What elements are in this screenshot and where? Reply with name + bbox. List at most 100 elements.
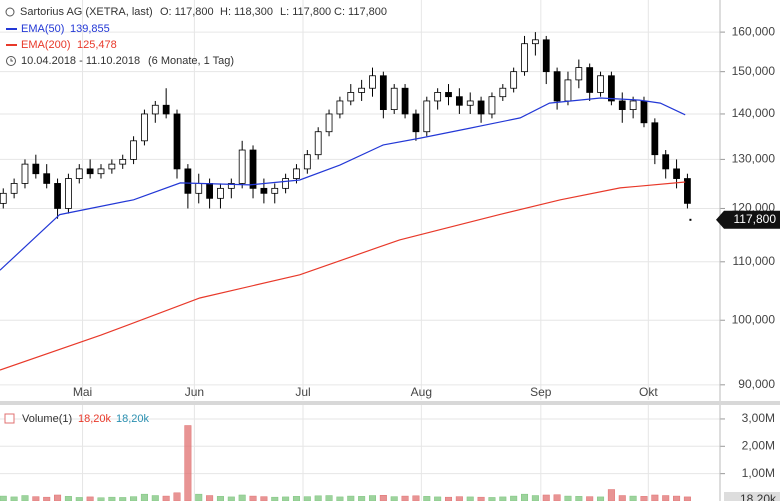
volume-value: 18,20k bbox=[116, 413, 150, 425]
x-tick-label: Aug bbox=[411, 385, 432, 399]
volume-label: Volume(1) bbox=[22, 413, 72, 425]
y-tick-label: 100,000 bbox=[732, 312, 776, 326]
candle-body bbox=[369, 75, 376, 89]
candle-body bbox=[651, 122, 659, 156]
candle-body bbox=[75, 168, 83, 179]
ema-line bbox=[0, 181, 686, 371]
volume-bar bbox=[151, 495, 159, 501]
candle-body bbox=[54, 183, 61, 209]
volume-bar bbox=[510, 495, 518, 501]
volume-bar bbox=[553, 494, 561, 501]
volume-bar bbox=[173, 492, 181, 501]
candle-body bbox=[151, 104, 159, 115]
volume-bar bbox=[238, 494, 246, 501]
candle-body bbox=[293, 168, 300, 179]
clock-hands bbox=[10, 58, 13, 62]
volume-bar bbox=[368, 495, 376, 501]
volume-tag bbox=[724, 492, 780, 501]
x-tick-label: Mai bbox=[73, 385, 92, 399]
x-tick-label: Jun bbox=[185, 385, 204, 399]
candle-body bbox=[162, 104, 170, 115]
candle-body bbox=[184, 168, 192, 194]
candle-body bbox=[542, 39, 550, 73]
volume-bar bbox=[662, 495, 670, 501]
volume-bar bbox=[640, 496, 648, 501]
candle-body bbox=[531, 39, 539, 45]
candle-body bbox=[618, 100, 626, 110]
panel-separator bbox=[0, 401, 780, 405]
candle-body bbox=[640, 100, 648, 124]
volume-bar bbox=[444, 496, 453, 501]
volume-bar bbox=[564, 495, 572, 501]
x-tick-label: Okt bbox=[639, 385, 658, 399]
volume-bar bbox=[260, 496, 268, 501]
legend-label: EMA(200) bbox=[21, 39, 71, 51]
candle-body bbox=[553, 71, 561, 102]
candle-body bbox=[466, 100, 474, 106]
candle-body bbox=[477, 100, 485, 115]
volume-bar bbox=[184, 425, 192, 501]
y-tick-label: 130,000 bbox=[732, 152, 776, 166]
volume-bar bbox=[86, 496, 94, 501]
volume-bar bbox=[477, 496, 485, 501]
candle-body bbox=[379, 75, 387, 110]
volume-bar bbox=[434, 496, 442, 501]
volume-bar bbox=[542, 494, 550, 501]
volume-bar bbox=[292, 496, 300, 501]
candle-body bbox=[119, 158, 127, 165]
price-tag-label: 117,800 bbox=[734, 212, 777, 226]
candle-body bbox=[521, 43, 528, 73]
volume-bar bbox=[0, 495, 7, 501]
candle-body bbox=[390, 87, 398, 110]
candle-body bbox=[282, 178, 289, 189]
volume-bar bbox=[347, 495, 355, 501]
volume-bar bbox=[401, 495, 409, 501]
volume-bar bbox=[271, 496, 279, 501]
candle-body bbox=[271, 187, 279, 194]
volume-bar bbox=[618, 495, 626, 501]
legend-label: EMA(50) bbox=[21, 23, 64, 35]
volume-bar bbox=[108, 496, 116, 501]
candle-body bbox=[336, 100, 344, 115]
volume-value: 18,20k bbox=[78, 413, 112, 425]
candle-body bbox=[564, 79, 572, 102]
candle-body bbox=[347, 92, 355, 102]
volume-bar bbox=[54, 494, 62, 501]
volume-bar bbox=[227, 496, 235, 501]
volume-bar bbox=[282, 496, 290, 501]
candle-body bbox=[217, 187, 224, 199]
marks: 117,800 18,20k bbox=[0, 32, 780, 501]
candle-body bbox=[260, 187, 268, 194]
ohlc-high: H: 118,300 bbox=[220, 6, 273, 18]
candle-body bbox=[510, 71, 518, 89]
ohlc-open: O: 117,800 bbox=[160, 6, 214, 18]
y-tick-label: 150,000 bbox=[732, 64, 776, 78]
candle-body bbox=[488, 96, 496, 115]
candle-body bbox=[32, 163, 40, 175]
volume-bar bbox=[249, 495, 257, 501]
volume-tag-label: 18,20k bbox=[740, 492, 777, 501]
volume-bar bbox=[455, 496, 463, 501]
volume-bar bbox=[75, 497, 83, 501]
volume-bar bbox=[314, 495, 322, 501]
volume-bar bbox=[629, 495, 637, 501]
candle-body bbox=[673, 168, 680, 179]
volume-bar bbox=[303, 496, 311, 501]
candle-body bbox=[445, 92, 452, 98]
volume-bar bbox=[119, 497, 127, 501]
candle-body bbox=[412, 113, 420, 133]
price-tag bbox=[716, 210, 780, 229]
y-tick-label: 160,000 bbox=[732, 24, 776, 38]
volume-bar bbox=[140, 493, 148, 501]
volume-bar bbox=[379, 495, 387, 501]
volume-bar bbox=[488, 497, 496, 501]
y-tick-label: 2,00M bbox=[742, 438, 775, 452]
candle-body bbox=[423, 100, 431, 133]
volume-bar bbox=[673, 495, 681, 501]
volume-bar bbox=[499, 496, 507, 501]
info-icon bbox=[5, 7, 15, 17]
x-tick-label: Jul bbox=[295, 385, 310, 399]
